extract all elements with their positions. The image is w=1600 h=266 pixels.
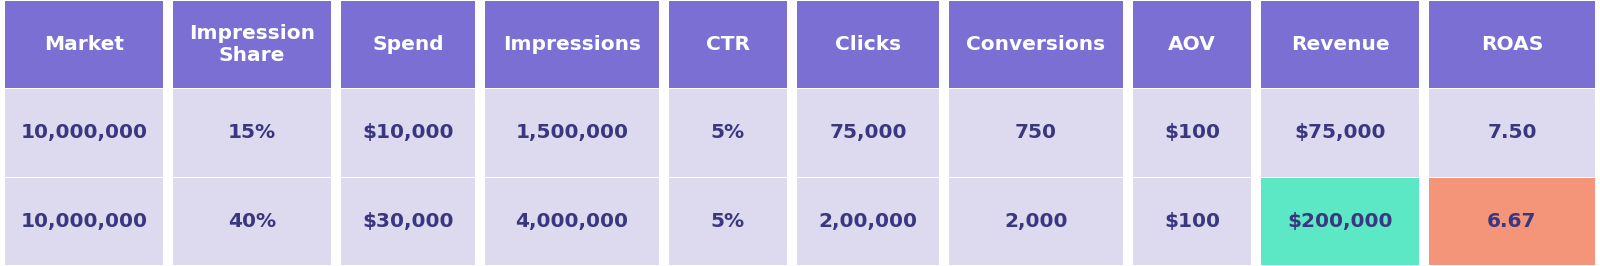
Bar bbox=[949, 178, 1123, 265]
Bar bbox=[173, 1, 331, 88]
Bar bbox=[669, 178, 787, 265]
Bar bbox=[341, 89, 475, 177]
Text: $200,000: $200,000 bbox=[1288, 212, 1392, 231]
Text: ROAS: ROAS bbox=[1482, 35, 1542, 54]
Bar bbox=[669, 1, 787, 88]
Text: $100: $100 bbox=[1165, 123, 1221, 143]
Text: Market: Market bbox=[45, 35, 125, 54]
Text: 75,000: 75,000 bbox=[829, 123, 907, 143]
Text: 1,500,000: 1,500,000 bbox=[515, 123, 629, 143]
Bar bbox=[1261, 178, 1419, 265]
Text: 5%: 5% bbox=[710, 212, 746, 231]
Bar bbox=[1133, 1, 1251, 88]
Text: $30,000: $30,000 bbox=[362, 212, 454, 231]
Text: 2,00,000: 2,00,000 bbox=[819, 212, 917, 231]
Text: Spend: Spend bbox=[373, 35, 443, 54]
Text: Impression
Share: Impression Share bbox=[189, 24, 315, 65]
Text: 7.50: 7.50 bbox=[1488, 123, 1536, 143]
Bar bbox=[949, 89, 1123, 177]
Bar bbox=[1429, 1, 1595, 88]
Bar bbox=[5, 89, 163, 177]
Text: 10,000,000: 10,000,000 bbox=[21, 123, 147, 143]
Text: AOV: AOV bbox=[1168, 35, 1216, 54]
Bar bbox=[173, 89, 331, 177]
Text: Impressions: Impressions bbox=[502, 35, 642, 54]
Text: 6.67: 6.67 bbox=[1488, 212, 1536, 231]
Bar bbox=[341, 1, 475, 88]
Text: Conversions: Conversions bbox=[966, 35, 1106, 54]
Bar bbox=[797, 178, 939, 265]
Text: 5%: 5% bbox=[710, 123, 746, 143]
Text: 15%: 15% bbox=[227, 123, 277, 143]
Bar bbox=[1429, 89, 1595, 177]
Bar bbox=[797, 1, 939, 88]
Bar bbox=[949, 1, 1123, 88]
Bar bbox=[1133, 178, 1251, 265]
Text: 2,000: 2,000 bbox=[1005, 212, 1067, 231]
Text: $10,000: $10,000 bbox=[362, 123, 454, 143]
Text: Revenue: Revenue bbox=[1291, 35, 1389, 54]
Text: 4,000,000: 4,000,000 bbox=[515, 212, 629, 231]
Text: $100: $100 bbox=[1165, 212, 1221, 231]
Bar bbox=[797, 89, 939, 177]
Bar bbox=[1261, 1, 1419, 88]
Text: $75,000: $75,000 bbox=[1294, 123, 1386, 143]
Text: Clicks: Clicks bbox=[835, 35, 901, 54]
Bar bbox=[485, 89, 659, 177]
Bar bbox=[485, 178, 659, 265]
Bar bbox=[1429, 178, 1595, 265]
Bar bbox=[341, 178, 475, 265]
Bar bbox=[5, 178, 163, 265]
Bar bbox=[173, 178, 331, 265]
Bar bbox=[669, 89, 787, 177]
Text: CTR: CTR bbox=[706, 35, 750, 54]
Bar bbox=[1261, 89, 1419, 177]
Bar bbox=[5, 1, 163, 88]
Bar bbox=[1133, 89, 1251, 177]
Text: 10,000,000: 10,000,000 bbox=[21, 212, 147, 231]
Text: 750: 750 bbox=[1014, 123, 1058, 143]
Bar bbox=[485, 1, 659, 88]
Text: 40%: 40% bbox=[227, 212, 277, 231]
